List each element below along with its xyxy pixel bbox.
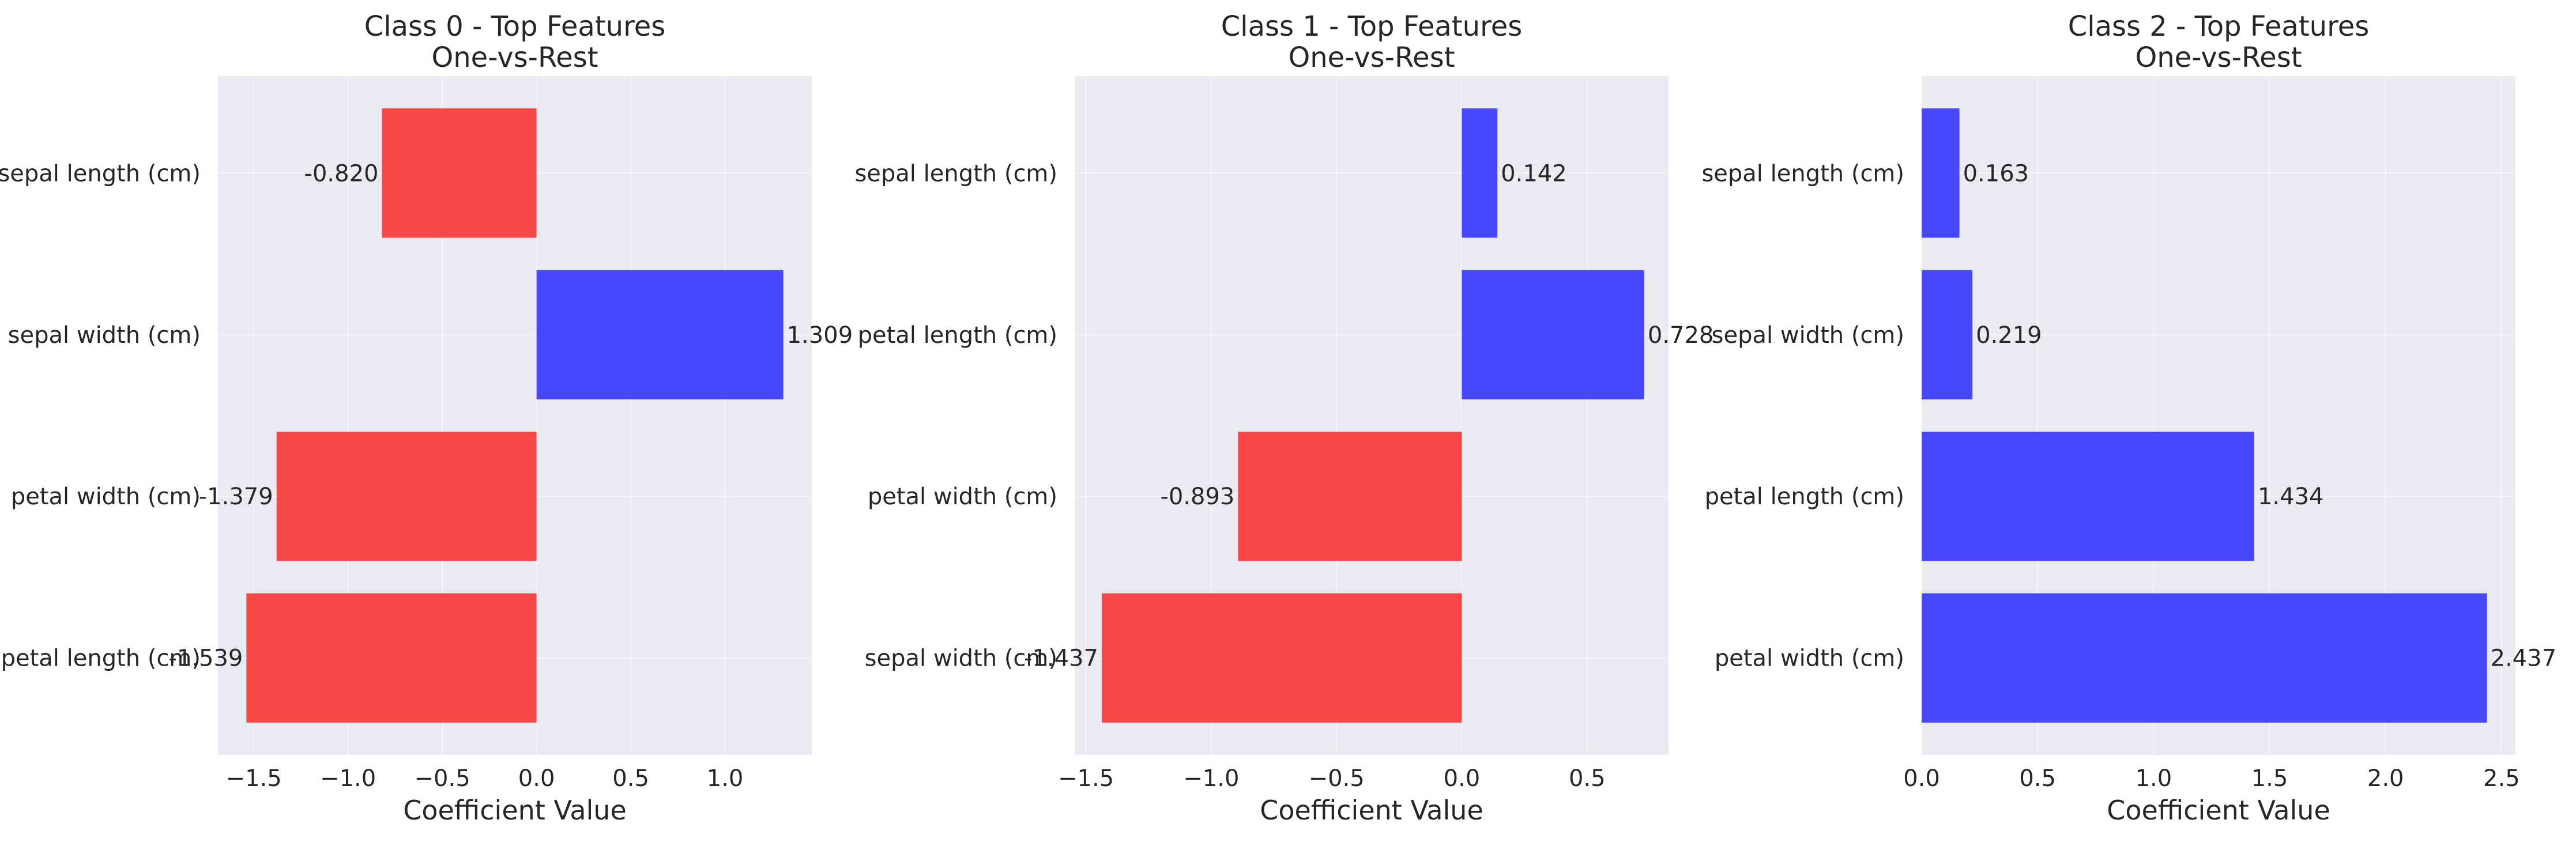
x-tick-label: −1.0 (320, 765, 376, 792)
bar (1462, 270, 1644, 399)
x-tick-label: 0.0 (1444, 765, 1481, 792)
bar-value-label: 0.728 (1648, 322, 1714, 349)
bar (1922, 108, 1960, 238)
bar-value-label: 0.142 (1501, 160, 1567, 187)
bar-value-label: 2.437 (2491, 645, 2557, 672)
subplot-2: 0.163 0.219 1.434 2.437 sepal length (cm) sep… (1701, 10, 2556, 826)
x-tick-label: 1.0 (707, 765, 744, 792)
bar-value-label: -0.893 (1160, 484, 1234, 510)
x-tick-label: −1.5 (226, 765, 282, 792)
y-tick-label: sepal length (cm) (0, 160, 201, 187)
y-tick-label: petal length (cm) (1705, 484, 1904, 510)
y-tick-label: sepal length (cm) (1701, 160, 1904, 187)
subplot-subtitle: One-vs-Rest (431, 41, 598, 74)
x-tick-label: 1.0 (2136, 765, 2172, 792)
x-tick-label: −0.5 (415, 765, 470, 792)
x-axis-label: Coefficient Value (2107, 795, 2330, 826)
bar (1922, 270, 1973, 399)
bar (1922, 432, 2254, 561)
bar (1462, 108, 1498, 238)
y-tick-label: sepal length (cm) (854, 160, 1057, 187)
bar (382, 108, 537, 238)
bar (276, 432, 537, 561)
x-tick-label: 2.5 (2483, 765, 2520, 792)
subplot-title: Class 1 - Top Features (1221, 10, 1523, 43)
y-tick-label: petal length (cm) (1, 645, 201, 672)
x-tick-label: −1.0 (1183, 765, 1239, 792)
bar-value-label: -1.437 (1024, 645, 1098, 672)
subplot-title: Class 2 - Top Features (2068, 10, 2370, 43)
bar (1238, 432, 1462, 561)
bar-value-label: -1.379 (199, 484, 273, 510)
subplot-subtitle: One-vs-Rest (1288, 41, 1455, 74)
y-tick-label: sepal width (cm) (8, 322, 201, 349)
x-tick-label: −1.5 (1058, 765, 1114, 792)
y-tick-label: sepal width (cm) (865, 645, 1057, 672)
y-tick-label: petal length (cm) (858, 322, 1057, 349)
bar-value-label: 0.163 (1963, 160, 2029, 187)
x-tick-label: 0.5 (612, 765, 649, 792)
x-tick-label: 2.0 (2367, 765, 2404, 792)
bar (246, 593, 537, 723)
y-tick-label: sepal width (cm) (1712, 322, 1904, 349)
x-tick-label: 1.5 (2251, 765, 2288, 792)
subplot-0: -0.820 1.309 -1.379 -1.539 sepal length (cm)… (0, 10, 853, 826)
bar (536, 270, 784, 399)
subplot-title: Class 0 - Top Features (364, 10, 666, 43)
y-tick-label: petal width (cm) (11, 484, 201, 510)
y-tick-label: petal width (cm) (868, 484, 1057, 510)
bar (1101, 593, 1462, 723)
x-tick-label: −0.5 (1309, 765, 1365, 792)
bar-value-label: 0.219 (1976, 322, 2042, 349)
x-tick-label: 0.5 (1569, 765, 1606, 792)
x-tick-label: 0.5 (2019, 765, 2056, 792)
bar-value-label: 1.309 (787, 322, 853, 349)
x-axis-label: Coefficient Value (1260, 795, 1483, 826)
subplot-1: 0.142 0.728 -0.893 -1.437 sepal length (cm) p… (854, 10, 1713, 826)
bar-value-label: -0.820 (304, 160, 379, 187)
x-tick-label: 0.0 (1903, 765, 1940, 792)
subplot-subtitle: One-vs-Rest (2135, 41, 2302, 74)
bar-value-label: 1.434 (2258, 484, 2324, 510)
bar-value-label: -1.539 (168, 645, 243, 672)
y-tick-label: petal width (cm) (1715, 645, 1904, 672)
x-tick-label: 0.0 (518, 765, 555, 792)
x-axis-label: Coefficient Value (403, 795, 627, 826)
bar (1922, 593, 2487, 723)
